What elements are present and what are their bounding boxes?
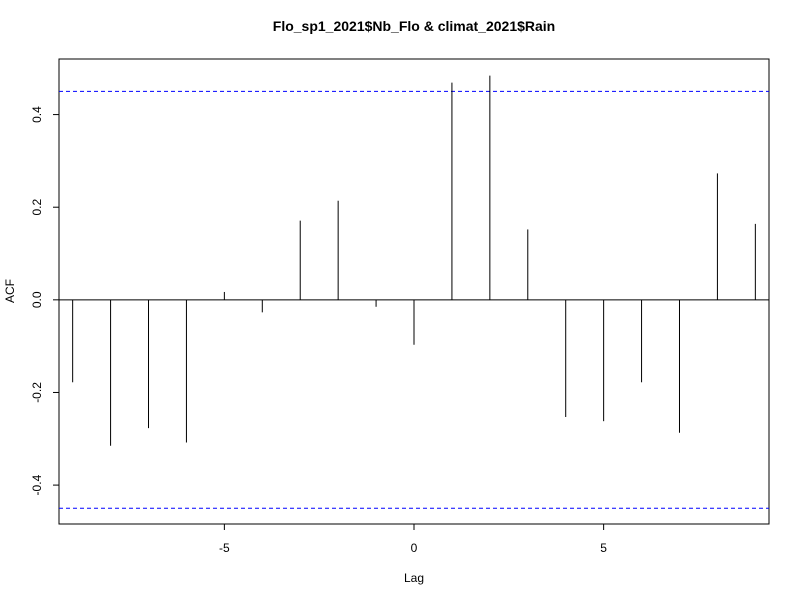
y-tick-label: -0.4 <box>30 474 44 495</box>
plot-frame <box>58 58 770 525</box>
y-axis-label: ACF <box>3 279 17 303</box>
y-tick-label: 0.0 <box>30 291 44 308</box>
y-tick-label: 0.2 <box>30 199 44 216</box>
y-tick-label: -0.2 <box>30 382 44 403</box>
y-tick-label: 0.4 <box>30 106 44 123</box>
x-tick-label: 0 <box>411 541 418 555</box>
y-axis: -0.4 -0.2 0.0 0.2 0.4 <box>30 106 59 495</box>
acf-bars <box>72 75 756 446</box>
chart-title: Flo_sp1_2021$Nb_Flo & climat_2021$Rain <box>273 18 555 34</box>
confidence-bounds <box>59 90 769 509</box>
x-axis-label: Lag <box>404 571 424 585</box>
x-tick-label: 5 <box>600 541 607 555</box>
x-axis: -5 0 5 <box>219 524 607 555</box>
x-tick-label: -5 <box>219 541 230 555</box>
